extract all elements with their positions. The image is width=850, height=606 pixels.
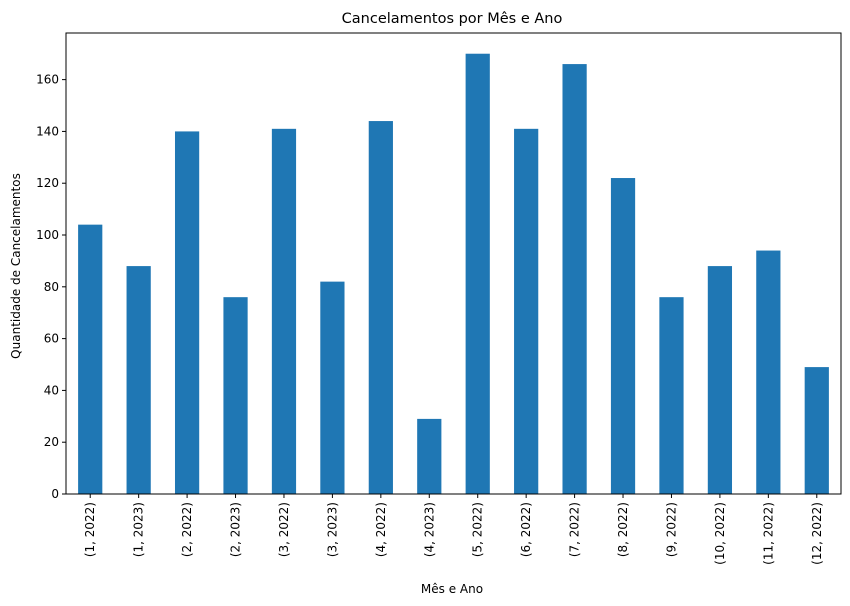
bar <box>223 297 248 494</box>
x-tick-label: (9, 2022) <box>664 502 678 557</box>
x-tick-label: (2, 2022) <box>180 502 194 557</box>
bar <box>417 418 442 494</box>
x-axis-label: Mês e Ano <box>421 582 483 596</box>
x-tick-label: (4, 2022) <box>374 502 388 557</box>
y-axis-label: Quantidade de Cancelamentos <box>9 173 23 359</box>
bar <box>756 250 781 494</box>
x-tick-label: (8, 2022) <box>616 502 630 557</box>
bar <box>659 297 684 494</box>
y-tick-label: 120 <box>36 176 59 190</box>
bar <box>707 266 733 494</box>
bar <box>610 178 636 495</box>
plot-area-frame <box>65 32 842 495</box>
y-tick-label: 0 <box>51 487 59 501</box>
bar <box>174 131 200 495</box>
bar <box>126 266 151 494</box>
x-tick-label: (3, 2023) <box>325 502 339 557</box>
y-tick-label: 60 <box>44 332 59 346</box>
bars-group <box>78 53 829 495</box>
x-tick-label: (10, 2022) <box>713 502 727 565</box>
bar <box>368 121 393 494</box>
bar <box>562 64 587 495</box>
x-tick-label: (2, 2023) <box>229 502 243 557</box>
x-tick-label: (11, 2022) <box>761 502 775 565</box>
x-tick-label: (7, 2022) <box>568 502 582 557</box>
x-axis: (1, 2022) (1, 2023) (2, 2022) (2, 2023) (3, … <box>83 494 824 565</box>
x-tick-label: (1, 2022) <box>83 502 97 557</box>
x-tick-label: (5, 2022) <box>471 502 485 557</box>
y-tick-label: 100 <box>36 228 59 242</box>
y-tick-label: 80 <box>44 280 59 294</box>
bar <box>78 224 103 495</box>
x-tick-label: (3, 2022) <box>277 502 291 557</box>
bar <box>514 128 539 494</box>
y-tick-label: 140 <box>36 124 59 138</box>
x-tick-label: (4, 2023) <box>422 502 436 557</box>
bar <box>465 53 490 494</box>
chart-title: Cancelamentos por Mês e Ano <box>342 11 563 27</box>
y-tick-label: 160 <box>36 73 59 87</box>
bar <box>320 281 345 494</box>
y-axis: 0 20 40 60 80 100 120 140 160 <box>36 73 66 501</box>
y-tick-label: 40 <box>44 383 59 397</box>
bar <box>271 128 297 494</box>
x-tick-label: (6, 2022) <box>519 502 533 557</box>
x-tick-label: (12, 2022) <box>810 502 824 565</box>
bar <box>804 367 829 494</box>
x-tick-label: (1, 2023) <box>132 502 146 557</box>
y-tick-label: 20 <box>44 435 59 449</box>
